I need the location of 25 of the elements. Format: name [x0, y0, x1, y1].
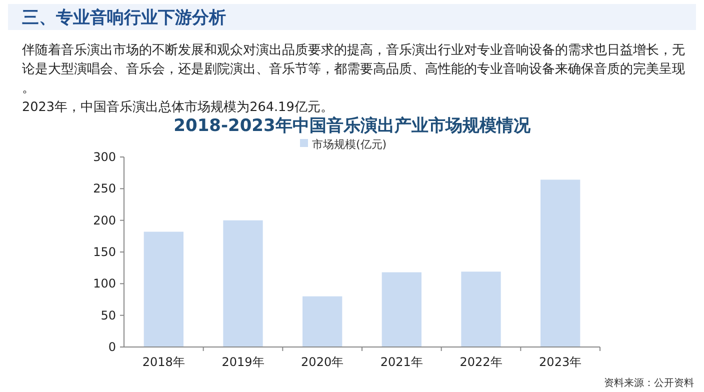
y-tick-label: 100	[93, 276, 116, 291]
x-tick-label: 2022年	[460, 355, 502, 369]
legend-label: 市场规模(亿元)	[312, 138, 387, 151]
y-tick-label: 200	[93, 213, 116, 228]
y-tick-label: 150	[93, 245, 116, 259]
x-tick-label: 2021年	[380, 355, 423, 369]
y-tick-label: 50	[100, 308, 116, 322]
y-tick-label: 250	[93, 182, 116, 196]
bar	[223, 220, 263, 347]
x-tick-label: 2023年	[539, 355, 582, 369]
text: 伴随着音乐演出市场的不断发展和观众对演出品质要求的提高，音乐演出行业对专业音响设备的需求也日益增长，无论是大型演唱会、音乐会，还是剧院演出、音乐节等，都需要高品质、高性能的专业音响设备来确保音质的完美呈现。	[22, 42, 685, 96]
text: 2023年，中国音乐演出总体市场规模为264.19亿元。	[22, 100, 334, 115]
x-tick-label: 2018年	[142, 355, 185, 369]
text: 三、专业音响行业下游分析	[22, 8, 226, 28]
bar	[540, 180, 580, 347]
bar	[461, 272, 501, 347]
y-tick-label: 0	[108, 340, 116, 354]
bar	[382, 272, 422, 347]
x-tick-label: 2020年	[301, 355, 344, 369]
text: 资料来源：公开资料	[604, 377, 694, 389]
x-tick-label: 2019年	[222, 355, 264, 369]
bar	[302, 296, 342, 347]
chart-title: 2018-2023年中国音乐演出产业市场规模情况	[174, 116, 532, 136]
y-tick-label: 300	[93, 150, 116, 164]
bar	[144, 232, 184, 347]
